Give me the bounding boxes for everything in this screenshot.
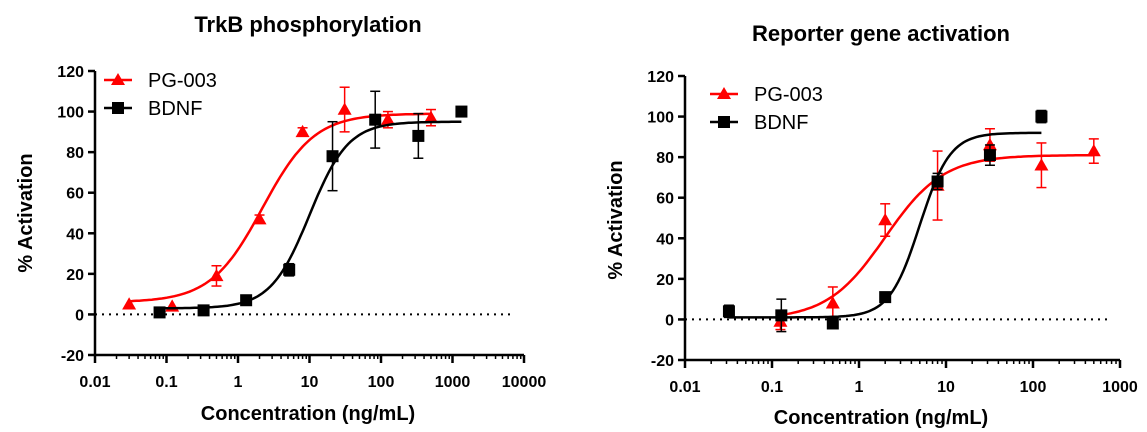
y-tick-label: 80 bbox=[66, 145, 84, 162]
data-point-triangle bbox=[380, 112, 395, 125]
y-tick-label: 60 bbox=[66, 186, 84, 203]
y-tick-label: 20 bbox=[66, 267, 84, 284]
x-tick-label: 0.01 bbox=[79, 374, 110, 391]
fit-curve-bdnf bbox=[159, 120, 462, 310]
y-tick-label: 100 bbox=[647, 110, 674, 127]
data-point-triangle bbox=[423, 110, 438, 123]
x-tick-label: 10 bbox=[937, 379, 955, 396]
data-point-square bbox=[283, 263, 296, 276]
data-point-square bbox=[326, 150, 339, 163]
data-point-square bbox=[775, 309, 788, 322]
legend-label: PG-003 bbox=[148, 70, 217, 92]
chart-title: Reporter gene activation bbox=[752, 21, 1010, 46]
data-point-square bbox=[1035, 110, 1048, 123]
chart-title: TrkB phosphorylation bbox=[194, 12, 421, 37]
legend-marker-square bbox=[718, 116, 730, 128]
x-tick-label: 10 bbox=[301, 374, 319, 391]
y-tick-label: 120 bbox=[57, 64, 84, 81]
trkb-phosphorylation-panel: TrkB phosphorylation Concentration (ng/m… bbox=[15, 12, 546, 425]
legend-label: BDNF bbox=[148, 98, 202, 120]
legend-label: BDNF bbox=[754, 112, 808, 134]
data-point-triangle bbox=[982, 137, 997, 151]
data-point-triangle bbox=[337, 102, 352, 115]
y-axis-label: % Activation bbox=[15, 153, 37, 272]
data-point-square bbox=[197, 304, 210, 317]
data-point-square bbox=[722, 305, 735, 318]
y-tick-label: -20 bbox=[651, 353, 674, 370]
data-point-triangle bbox=[209, 268, 224, 282]
data-point-triangle bbox=[252, 212, 267, 225]
y-tick-label: 100 bbox=[57, 105, 84, 122]
y-tick-label: -20 bbox=[61, 348, 84, 365]
y-tick-label: 40 bbox=[656, 231, 674, 248]
data-point-triangle bbox=[122, 297, 137, 310]
data-point-triangle bbox=[878, 213, 893, 226]
data-point-square bbox=[931, 175, 944, 188]
data-point-square bbox=[240, 294, 253, 307]
y-tick-label: 40 bbox=[66, 226, 84, 243]
x-tick-label: 0.01 bbox=[669, 379, 700, 396]
data-point-square bbox=[983, 149, 996, 162]
data-point-triangle bbox=[1086, 144, 1101, 157]
y-tick-label: 20 bbox=[656, 272, 674, 289]
legend-marker-square bbox=[112, 102, 124, 114]
y-tick-label: 60 bbox=[656, 191, 674, 208]
legend-marker-triangle bbox=[717, 87, 731, 99]
legend-label: PG-003 bbox=[754, 84, 823, 106]
x-tick-label: 100 bbox=[1020, 379, 1047, 396]
data-point-triangle bbox=[1034, 158, 1049, 171]
x-tick-label: 1 bbox=[855, 379, 864, 396]
data-point-square bbox=[153, 306, 166, 319]
x-tick-label: 1000 bbox=[1102, 379, 1138, 396]
data-point-square bbox=[369, 113, 382, 126]
x-tick-label: 1000 bbox=[435, 374, 471, 391]
y-tick-label: 120 bbox=[647, 69, 674, 86]
x-axis-label: Concentration (ng/mL) bbox=[774, 407, 988, 429]
y-axis-label: % Activation bbox=[605, 160, 627, 279]
y-tick-label: 0 bbox=[665, 312, 674, 329]
data-point-triangle bbox=[295, 124, 310, 138]
data-point-triangle bbox=[165, 299, 180, 312]
y-tick-label: 0 bbox=[75, 307, 84, 324]
x-tick-label: 100 bbox=[368, 374, 395, 391]
reporter-gene-activation-panel: Reporter gene activation Concentration (… bbox=[605, 21, 1138, 429]
x-tick-label: 0.1 bbox=[761, 379, 783, 396]
data-point-triangle bbox=[825, 296, 840, 309]
data-point-square bbox=[455, 105, 468, 118]
x-tick-label: 1 bbox=[234, 374, 243, 391]
data-point-square bbox=[412, 129, 425, 142]
x-tick-label: 10000 bbox=[502, 374, 547, 391]
legend-marker-triangle bbox=[111, 73, 125, 85]
data-point-square bbox=[879, 291, 892, 304]
y-tick-label: 80 bbox=[656, 150, 674, 167]
x-axis-label: Concentration (ng/mL) bbox=[201, 403, 415, 425]
x-tick-label: 0.1 bbox=[155, 374, 177, 391]
data-point-square bbox=[826, 317, 839, 330]
